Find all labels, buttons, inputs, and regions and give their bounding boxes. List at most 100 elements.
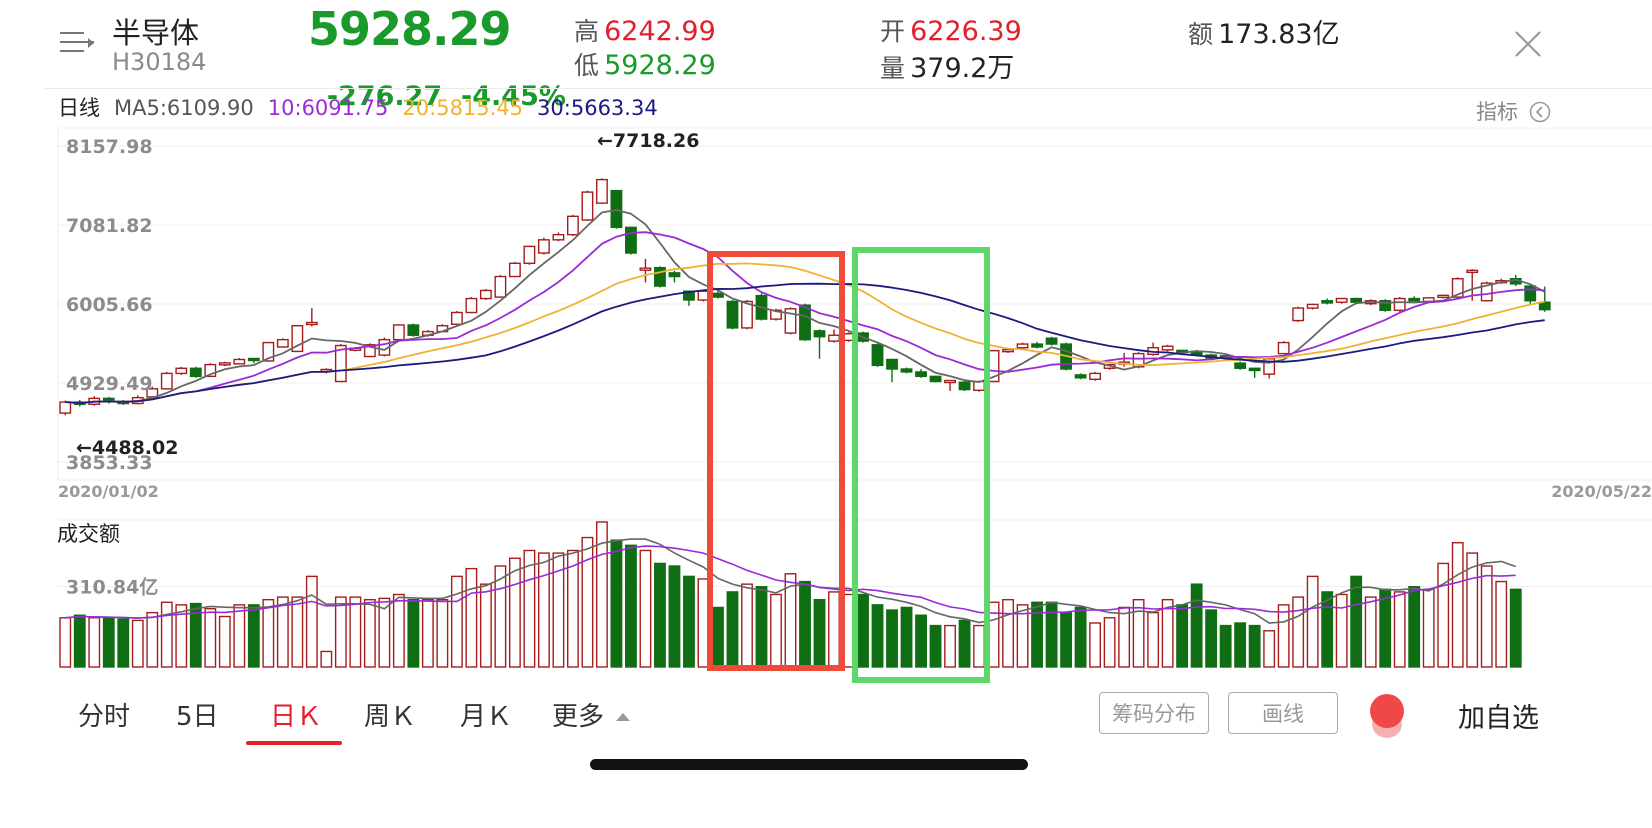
candle-up (1466, 269, 1479, 274)
volume-bar-up (1306, 575, 1319, 668)
tab-weekly-k[interactable]: 周Ｋ (364, 702, 417, 732)
tab-daily-k[interactable]: 日Ｋ (270, 702, 323, 732)
tab-intraday[interactable]: 分时 (78, 702, 131, 732)
candle-up (1089, 372, 1102, 380)
candle-down (1074, 374, 1087, 379)
volume-bar-up (305, 575, 318, 668)
volume-bar-up (262, 598, 275, 668)
candle-up (218, 362, 231, 366)
candle-down (610, 189, 623, 229)
candle-up (291, 325, 304, 353)
candle-down (929, 375, 942, 383)
volume-bar-down (1509, 588, 1522, 668)
volume-bar-up (508, 557, 521, 668)
ma10-value: 10:6091.75 (267, 96, 389, 120)
candle-down (654, 267, 666, 287)
candle-down (1538, 301, 1551, 311)
low-value: 5928.29 (604, 50, 716, 81)
ma20-value: 20:5815.45 (402, 96, 524, 120)
candle-up (1306, 303, 1319, 309)
volume-bar-up (1016, 604, 1029, 668)
volume-bar-down (900, 606, 913, 668)
candle-down (1045, 337, 1058, 345)
volume-bar-up (1364, 596, 1377, 668)
volume-bar-up (1161, 598, 1174, 668)
candle-up (276, 338, 289, 348)
highlight-box-green (852, 247, 991, 683)
volume-bar-up (1147, 611, 1160, 668)
candle-up (175, 367, 188, 375)
tab-monthly-k[interactable]: 月Ｋ (460, 702, 513, 732)
volume-bar-up (436, 598, 449, 668)
price-axis-label: 7081.82 (66, 215, 153, 237)
candle-down (1524, 285, 1537, 302)
candle-up (1393, 297, 1406, 311)
volume-bar-up (1277, 604, 1290, 668)
volume-bar-up (1451, 542, 1464, 668)
volume-bar-down (726, 591, 739, 668)
candle-up (1292, 307, 1305, 322)
candle-up (479, 289, 492, 300)
candle-down (1350, 297, 1363, 303)
volume-ma5-line (65, 538, 1516, 624)
volume-bar-up (450, 575, 463, 668)
volume-bar-up (160, 601, 173, 668)
volume-bar-up (1118, 606, 1131, 668)
candle-down (1234, 362, 1247, 369)
date-end-label: 2020/05/22 (1551, 482, 1652, 501)
volume-ma10-line (65, 545, 1516, 619)
candle-up (1277, 341, 1290, 355)
candle-up (363, 344, 376, 358)
volume-bar-down (799, 580, 811, 668)
volume-bar-down (857, 593, 869, 668)
add-to-watchlist-button[interactable]: 加自选 (1458, 703, 1539, 734)
period-label: 日线 (58, 96, 100, 120)
candle-up (262, 341, 275, 362)
volume-bar-up (233, 604, 246, 668)
candle-up (828, 334, 840, 342)
volume-bar-up (276, 596, 289, 668)
candle-up (1437, 294, 1450, 299)
volume-bar-up (88, 617, 101, 668)
candle-down (799, 304, 811, 341)
volume-bar-up (1103, 617, 1116, 668)
candle-up (741, 300, 753, 329)
candle-down (958, 381, 971, 391)
candle-up (204, 363, 217, 378)
candle-up (552, 233, 565, 241)
candle-up (581, 191, 594, 221)
volume-bar-up (204, 608, 217, 668)
indicator-label: 指标 (1476, 100, 1518, 124)
kline-chart[interactable]: 8157.98 7081.82 6005.66 4929.49 3853.33 ←7718… (0, 0, 1652, 690)
draw-line-button[interactable]: 画线 (1228, 692, 1338, 734)
record-icon[interactable] (1370, 694, 1404, 728)
candle-up (59, 401, 72, 414)
close-icon[interactable] (1512, 28, 1544, 60)
volume-bar-up (392, 593, 405, 668)
volume-bar-down (929, 624, 942, 668)
tab-more[interactable]: 更多 (552, 696, 631, 733)
volume-bar-up (363, 598, 376, 668)
amount-value: 173.83亿 (1218, 19, 1340, 50)
volume-bar-up (596, 521, 608, 668)
volume-bar-down (1408, 586, 1421, 668)
volume-bar-down (1234, 622, 1247, 668)
chip-distribution-button[interactable]: 筹码分布 (1099, 692, 1209, 734)
indicator-toggle[interactable]: 指标 (1476, 96, 1551, 126)
volume-bar-down (117, 618, 130, 668)
candle-up (596, 178, 608, 204)
menu-icon[interactable] (60, 28, 96, 58)
volume-bar-up (146, 611, 159, 668)
home-indicator (590, 759, 1028, 770)
tab-5day[interactable]: 5日 (176, 702, 219, 732)
volume-bar-up (421, 598, 434, 668)
volume-ma-lines (65, 538, 1516, 624)
volume-bar-down (1176, 604, 1189, 668)
price-axis-label: 6005.66 (66, 294, 153, 316)
axis-labels: 8157.98 7081.82 6005.66 4929.49 3853.33 ←7718… (57, 130, 1652, 599)
high-quote: 高 6242.99 (574, 12, 716, 48)
volume-bar-down (668, 565, 681, 668)
highlight-box-red (706, 251, 845, 671)
volume-bar-up (334, 596, 347, 668)
volume-axis-label: 310.84亿 (66, 576, 158, 599)
